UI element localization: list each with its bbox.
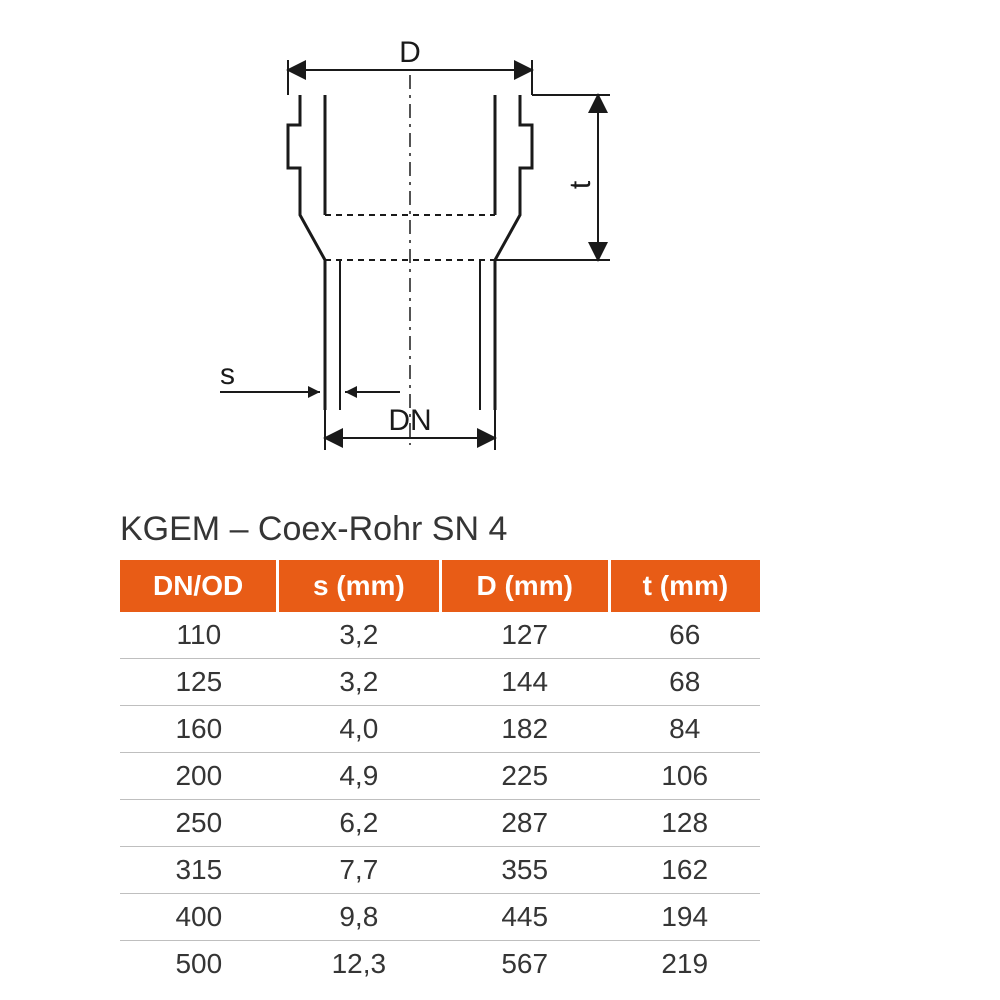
table-row: 3157,7355162: [120, 847, 760, 894]
table-cell: 194: [609, 894, 760, 941]
table-row: 1604,018284: [120, 706, 760, 753]
table-row: 4009,8445194: [120, 894, 760, 941]
table-cell: 84: [609, 706, 760, 753]
table-cell: 315: [120, 847, 278, 894]
table-cell: 400: [120, 894, 278, 941]
pipe-diagram: D t s DN: [170, 40, 690, 470]
table-cell: 567: [440, 941, 609, 988]
table-cell: 162: [609, 847, 760, 894]
table-cell: 125: [120, 659, 278, 706]
table-cell: 66: [609, 612, 760, 659]
table-cell: 355: [440, 847, 609, 894]
table-cell: 225: [440, 753, 609, 800]
col-header: s (mm): [278, 560, 440, 612]
table-cell: 144: [440, 659, 609, 706]
table-cell: 160: [120, 706, 278, 753]
table-row: 50012,3567219: [120, 941, 760, 988]
table-cell: 3,2: [278, 612, 440, 659]
table-cell: 219: [609, 941, 760, 988]
table-row: 1253,214468: [120, 659, 760, 706]
table-cell: 182: [440, 706, 609, 753]
table-row: 2506,2287128: [120, 800, 760, 847]
table-cell: 287: [440, 800, 609, 847]
table-cell: 250: [120, 800, 278, 847]
table-cell: 68: [609, 659, 760, 706]
dim-label-d: D: [399, 40, 421, 69]
table-row: 2004,9225106: [120, 753, 760, 800]
dim-label-dn: DN: [388, 404, 431, 437]
table-cell: 445: [440, 894, 609, 941]
table-cell: 110: [120, 612, 278, 659]
table-cell: 4,0: [278, 706, 440, 753]
table-cell: 128: [609, 800, 760, 847]
spec-table: DN/ODs (mm)D (mm)t (mm) 1103,2127661253,…: [120, 560, 760, 987]
col-header: D (mm): [440, 560, 609, 612]
table-cell: 9,8: [278, 894, 440, 941]
table-cell: 3,2: [278, 659, 440, 706]
dim-label-s: s: [220, 358, 235, 391]
table-cell: 500: [120, 941, 278, 988]
dim-label-t: t: [564, 180, 597, 189]
table-cell: 7,7: [278, 847, 440, 894]
table-title: KGEM – Coex-Rohr SN 4: [120, 510, 507, 549]
table-cell: 127: [440, 612, 609, 659]
col-header: DN/OD: [120, 560, 278, 612]
table-cell: 106: [609, 753, 760, 800]
table-row: 1103,212766: [120, 612, 760, 659]
col-header: t (mm): [609, 560, 760, 612]
table-cell: 12,3: [278, 941, 440, 988]
table-cell: 6,2: [278, 800, 440, 847]
table-cell: 200: [120, 753, 278, 800]
table-cell: 4,9: [278, 753, 440, 800]
